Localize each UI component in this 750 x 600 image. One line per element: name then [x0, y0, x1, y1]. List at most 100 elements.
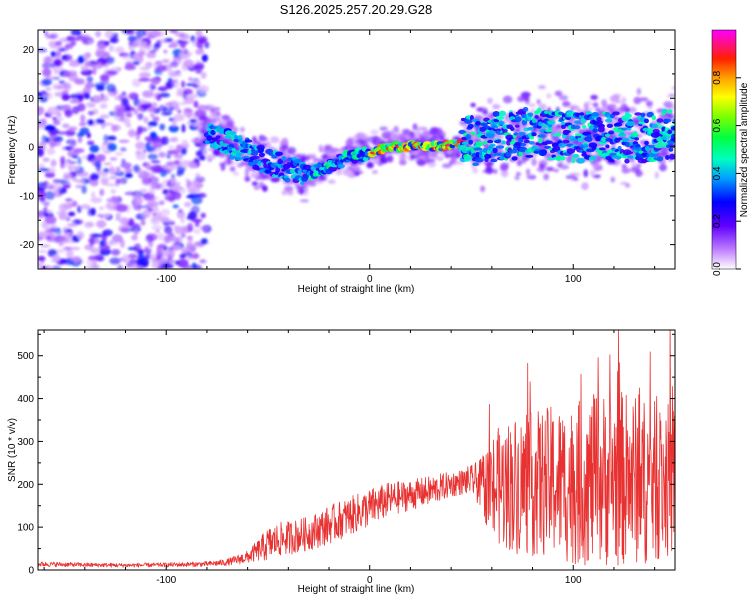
heatmap-ridge-blob [215, 135, 221, 140]
heatmap-haze-blob [538, 85, 546, 90]
heatmap-haze-blob [198, 115, 208, 122]
heatmap-haze-blob [372, 156, 382, 165]
heatmap-ridge-blob [624, 158, 630, 164]
heatmap-noise-blob [131, 78, 142, 88]
heatmap-ridge-blob [528, 141, 535, 145]
heatmap-haze-blob [517, 95, 525, 102]
heatmap-noise-blob [61, 93, 71, 101]
heatmap-haze-blob [244, 176, 251, 182]
heatmap-noise-blob [107, 143, 117, 152]
heatmap-noise-blob [99, 188, 105, 197]
heatmap-noise-blob [65, 198, 73, 202]
heatmap-noise-blob [120, 162, 132, 169]
heatmap-noise-blob [166, 248, 176, 258]
heatmap-haze-blob [637, 162, 642, 169]
heatmap-haze-blob [590, 94, 598, 101]
heatmap-haze-blob [335, 168, 343, 176]
heatmap-ridge-blob [656, 118, 664, 123]
heatmap-haze-blob [229, 166, 236, 172]
heatmap-haze-blob [379, 126, 388, 131]
heatmap-ridge-blob [605, 118, 613, 123]
heatmap-ridge-blob [251, 155, 260, 160]
heatmap-noise-blob [64, 232, 70, 238]
heatmap-noise-blob [60, 104, 72, 110]
heatmap-ridge-blob [264, 169, 272, 174]
heatmap-ridge-blob [520, 142, 527, 147]
heatmap-noise-blob [77, 136, 83, 144]
heatmap-ridge-blob [277, 158, 284, 165]
heatmap-noise-blob [118, 217, 129, 225]
heatmap-noise-blob [71, 200, 78, 207]
heatmap-ridge-blob [493, 118, 500, 123]
heatmap-noise-blob [128, 45, 135, 51]
heatmap-noise-blob [55, 248, 66, 254]
heatmap-haze-blob [354, 165, 361, 172]
heatmap-ridge-blob [577, 137, 584, 143]
heatmap-haze-blob [258, 181, 265, 189]
heatmap-noise-blob [44, 171, 56, 178]
heatmap-noise-blob [105, 202, 113, 209]
heatmap-haze-blob [659, 146, 670, 153]
heatmap-noise-blob [170, 73, 183, 77]
heatmap-noise-blob [200, 238, 208, 245]
colorbar-ticks: 0.0 0.2 0.4 0.6 0.8 [712, 70, 741, 276]
heatmap-haze-blob [253, 185, 260, 190]
heatmap-ridge-blob [563, 129, 572, 134]
heatmap-noise-blob [52, 116, 57, 120]
heatmap-ridge-blob [626, 121, 636, 127]
heatmap-noise-blob [96, 85, 105, 92]
colorbar-tick-label: 0.8 [712, 70, 723, 84]
heatmap-ridge-blob [605, 144, 610, 149]
heatmap-noise-blob [152, 116, 160, 122]
heatmap-noise-blob [191, 218, 203, 223]
heatmap-ridge-blob [545, 129, 553, 133]
heatmap-noise-blob [127, 247, 138, 251]
heatmap-noise-blob [103, 168, 110, 173]
heatmap-noise-blob [181, 48, 189, 55]
heatmap-haze-blob [421, 129, 430, 137]
heatmap-noise-blob [62, 226, 67, 232]
heatmap-noise-blob [66, 223, 78, 227]
heatmap-noise-blob [106, 197, 119, 204]
heatmap-noise-blob [131, 234, 138, 241]
heatmap-haze-blob [592, 102, 599, 108]
tick-label: -20 [20, 240, 35, 251]
heatmap-noise-blob [50, 159, 57, 167]
heatmap-haze-blob [557, 160, 564, 166]
heatmap-noise-blob [46, 148, 56, 155]
heatmap-ridge-blob [661, 108, 668, 114]
heatmap-noise-blob [84, 40, 89, 45]
heatmap-ridge-blob [670, 137, 675, 142]
heatmap-ridge-blob [531, 117, 537, 124]
heatmap-haze-blob [637, 171, 644, 177]
tick-label: -100 [156, 274, 176, 285]
tick-label: 300 [17, 437, 34, 448]
heatmap-noise-blob [81, 34, 91, 39]
heatmap-noise-blob [89, 145, 100, 153]
heatmap-noise-blob [132, 196, 144, 206]
heatmap-ridge-blob [624, 113, 632, 119]
heatmap-noise-blob [87, 207, 92, 217]
heatmap-noise-blob [157, 243, 167, 249]
heatmap-noise-blob [145, 234, 154, 243]
heatmap-noise-blob [188, 77, 193, 82]
heatmap-ridge-blob [492, 147, 498, 154]
heatmap-noise-blob [193, 158, 200, 164]
heatmap-noise-blob [179, 33, 190, 40]
heatmap-haze-blob [390, 134, 399, 142]
heatmap-noise-blob [74, 179, 85, 184]
heatmap-noise-blob [54, 187, 59, 197]
heatmap-noise-blob [99, 74, 110, 81]
heatmap-haze-blob [347, 137, 354, 145]
heatmap-noise-blob [124, 173, 133, 178]
heatmap-noise-blob [175, 173, 182, 177]
heatmap-ridge-blob [616, 137, 623, 141]
heatmap-haze-blob [482, 110, 489, 116]
heatmap-noise-blob [76, 56, 85, 64]
tick-label: 400 [17, 394, 34, 405]
heatmap-noise-blob [89, 174, 95, 181]
heatmap-noise-blob [68, 144, 75, 151]
heatmap-noise-blob [84, 265, 97, 269]
heatmap-noise-blob [50, 265, 62, 269]
heatmap-noise-blob [89, 179, 99, 187]
